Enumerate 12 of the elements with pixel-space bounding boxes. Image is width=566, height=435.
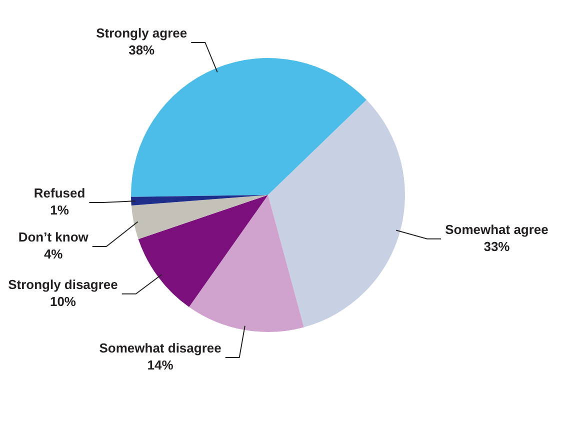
slice-label: Strongly disagree xyxy=(8,276,118,292)
slice-label: Somewhat agree xyxy=(445,222,548,237)
data-label: 33% xyxy=(484,238,510,254)
data-label: 4% xyxy=(44,246,64,262)
data-label: 14% xyxy=(147,358,174,373)
data-label: 38% xyxy=(128,42,156,58)
data-label: 10% xyxy=(50,294,76,309)
data-label: 1% xyxy=(50,202,70,218)
slice-label: Somewhat disagree xyxy=(99,340,222,356)
slice-label: Don’t know xyxy=(18,230,90,245)
slice-label: Refused xyxy=(34,186,86,201)
slice-label: Strongly agree xyxy=(96,26,188,41)
